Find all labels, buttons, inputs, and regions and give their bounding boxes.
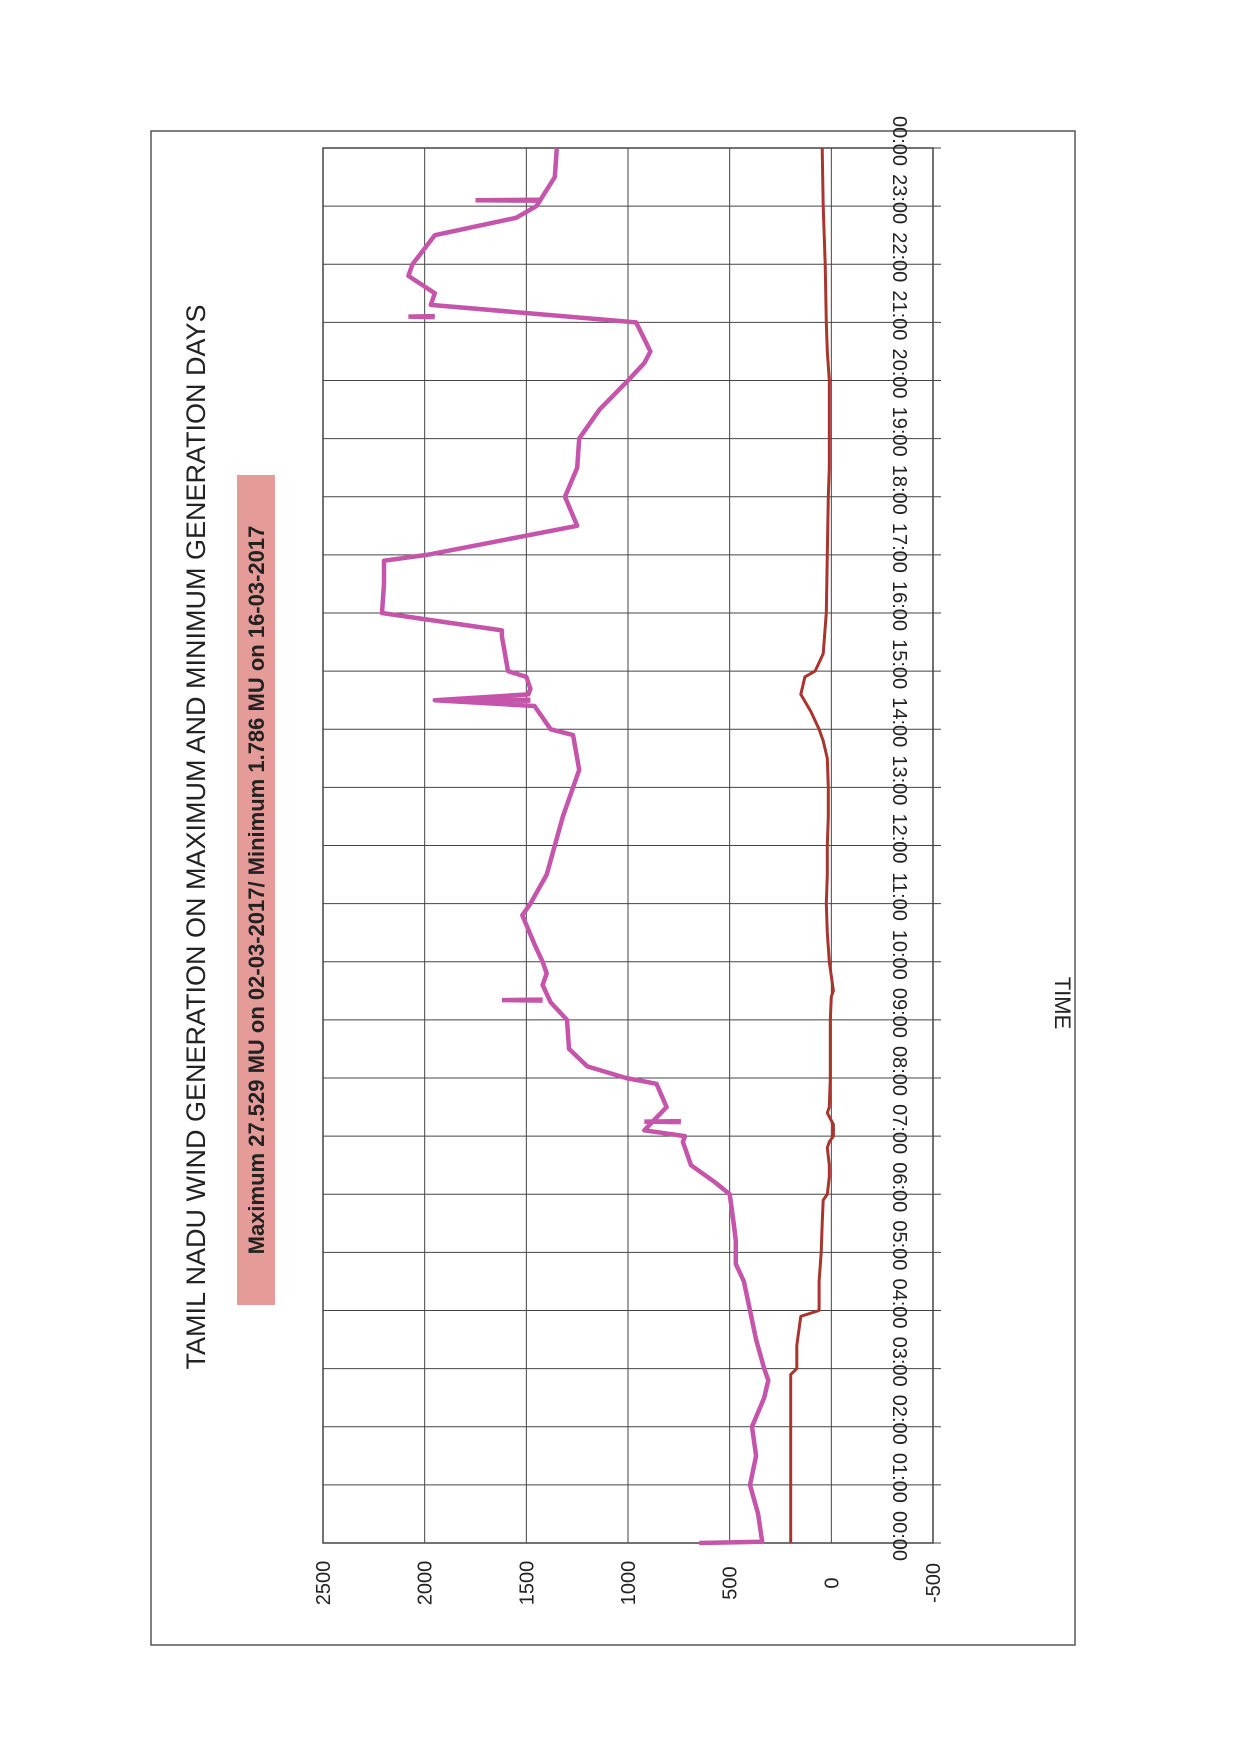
time-tick-label: 00:00	[888, 116, 910, 166]
value-tick-label: 0	[821, 1577, 843, 1588]
time-tick-label: 06:00	[888, 1162, 910, 1212]
time-tick-label: 00:00	[888, 1511, 910, 1561]
time-tick-label: 11:00	[888, 872, 910, 921]
x-axis-title: TIME	[1050, 977, 1075, 1030]
time-tick-label: 05:00	[888, 1220, 910, 1270]
subtitle-background	[237, 475, 275, 1305]
value-tick-label: 1500	[516, 1561, 538, 1606]
series-line-min	[789, 147, 835, 1543]
tick-labels: -500 0 500 1000 1500 2000 2500 00:00 01:00 02:00 0…	[313, 116, 945, 1605]
value-tick-label: 500	[720, 1566, 742, 1599]
value-tick-label: -500	[923, 1563, 945, 1603]
time-tick-label: 13:00	[888, 755, 910, 805]
outer-frame	[150, 130, 1076, 1646]
chart-title: TAMIL NADU WIND GENERATION ON MAXIMUM AN…	[181, 304, 211, 1369]
time-tick-label: 17:00	[888, 523, 910, 573]
time-tick-label: 04:00	[888, 1278, 910, 1328]
series-lines	[379, 147, 835, 1546]
value-tick-label: 2500	[313, 1561, 335, 1606]
time-tick-label: 16:00	[888, 581, 910, 631]
series-spike-max	[501, 997, 543, 1003]
time-tick-label: 19:00	[888, 407, 910, 457]
time-tick-label: 07:00	[888, 1104, 910, 1154]
series-spike-max	[475, 197, 541, 204]
series-spike-max	[434, 697, 531, 703]
time-tick-label: 02:00	[888, 1395, 910, 1445]
series-line-max	[379, 147, 771, 1546]
time-tick-label: 23:00	[888, 174, 910, 224]
time-tick-label: 10:00	[888, 930, 910, 980]
time-tick-label: 18:00	[888, 465, 910, 515]
series-spike-max	[644, 1118, 681, 1125]
time-tick-label: 08:00	[888, 1046, 910, 1096]
value-tick-label: 1000	[618, 1561, 640, 1606]
time-tick-label: 12:00	[888, 813, 910, 863]
value-tick-label: 2000	[415, 1561, 437, 1606]
chart-subtitle: Maximum 27.529 MU on 02-03-2017/ Minimum…	[244, 526, 269, 1255]
series-spike-max	[408, 313, 435, 320]
time-tick-label: 21:00	[888, 290, 910, 340]
time-tick-label: 22:00	[888, 232, 910, 282]
time-tick-label: 14:00	[888, 697, 910, 747]
time-tick-label: 20:00	[888, 348, 910, 398]
time-tick-label: 01:00	[888, 1453, 910, 1503]
time-tick-label: 09:00	[888, 988, 910, 1038]
time-tick-label: 03:00	[888, 1337, 910, 1387]
time-tick-label: 15:00	[888, 639, 910, 689]
